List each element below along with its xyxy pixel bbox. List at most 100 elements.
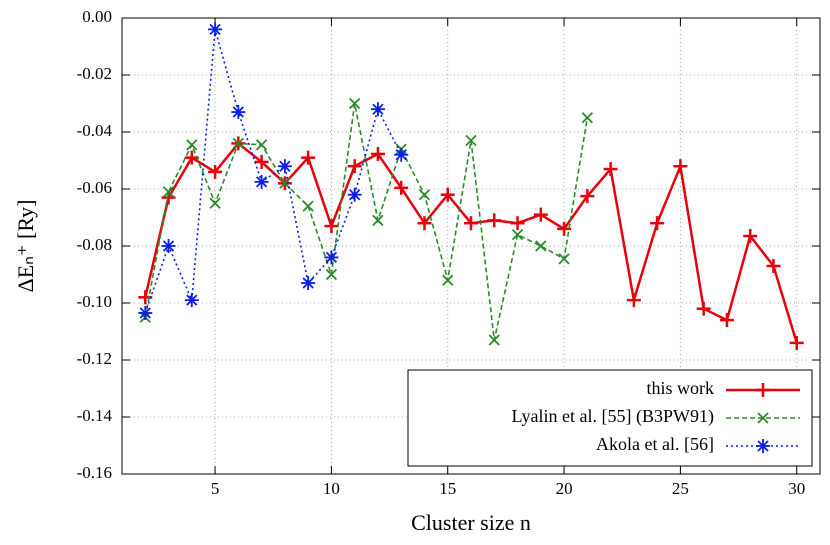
marker-stroke (511, 228, 524, 241)
y-axis-title: ΔEₙ⁺ [Ry] (13, 200, 38, 293)
marker-stroke (581, 112, 593, 124)
marker-stroke (757, 440, 769, 452)
marker (743, 229, 758, 244)
marker (673, 159, 688, 174)
marker (254, 154, 269, 169)
marker-stroke (465, 134, 477, 147)
marker-stroke (325, 251, 338, 264)
marker (302, 200, 314, 212)
marker (488, 334, 500, 346)
marker (370, 146, 385, 161)
marker (254, 174, 269, 189)
marker (603, 162, 618, 177)
marker-stroke (279, 160, 291, 172)
x-tick-label: 10 (323, 479, 340, 498)
marker-stroke (139, 307, 151, 319)
marker-stroke (535, 240, 547, 252)
marker (719, 313, 734, 328)
marker (347, 187, 362, 202)
marker-stroke (349, 189, 361, 201)
marker-stroke (558, 253, 570, 265)
marker-stroke (302, 200, 314, 212)
marker (440, 187, 455, 202)
marker (487, 213, 502, 228)
marker (442, 274, 454, 286)
y-tick-label: -0.12 (77, 349, 112, 368)
marker (511, 228, 524, 241)
x-tick-label: 15 (439, 479, 456, 498)
y-tick-label: 0.00 (82, 7, 112, 26)
marker (347, 159, 362, 174)
y-tick-label: -0.04 (77, 121, 113, 140)
marker (464, 216, 478, 231)
legend-label: this work (647, 378, 715, 398)
marker (558, 253, 570, 265)
marker (789, 335, 804, 350)
marker (349, 97, 361, 110)
marker (184, 293, 199, 308)
marker (162, 186, 175, 198)
marker (325, 268, 338, 281)
marker (208, 164, 223, 179)
x-tick-label: 20 (556, 479, 573, 498)
series-line (144, 141, 798, 344)
legend-label: Akola et al. [56] (596, 434, 714, 454)
marker (756, 383, 770, 397)
marker (580, 189, 595, 204)
marker (138, 305, 153, 320)
marker (650, 216, 665, 231)
marker-stroke (395, 149, 407, 161)
marker-stroke (186, 294, 198, 306)
marker-stroke (162, 240, 175, 252)
marker (757, 412, 769, 424)
marker (161, 239, 176, 253)
marker (626, 293, 641, 308)
marker (557, 221, 572, 236)
marker (208, 22, 223, 37)
y-tick-label: -0.14 (77, 406, 113, 425)
marker-stroke (232, 106, 244, 118)
marker (301, 150, 316, 165)
marker-stroke (255, 176, 268, 188)
marker (696, 301, 711, 316)
marker-stroke (232, 137, 244, 150)
marker-stroke (279, 177, 291, 189)
marker (418, 189, 431, 201)
marker-stroke (442, 274, 454, 286)
marker-stroke (302, 277, 314, 289)
marker (766, 258, 781, 273)
marker-stroke (372, 214, 384, 226)
legend: this work Lyalin et al. [55] (B3PW91) Akol… (407, 369, 813, 467)
marker (372, 214, 384, 226)
marker (279, 177, 291, 189)
y-tick-label: -0.08 (77, 235, 112, 254)
marker (324, 219, 339, 234)
marker (255, 139, 268, 151)
marker (510, 216, 525, 231)
series-line (144, 103, 589, 341)
y-tick-label: -0.06 (77, 178, 112, 197)
marker-stroke (186, 139, 198, 151)
marker (370, 102, 385, 117)
marker (209, 197, 221, 209)
marker-stroke (209, 23, 221, 36)
marker-stroke (372, 103, 384, 115)
y-tick-label: -0.16 (77, 463, 112, 482)
marker-stroke (418, 189, 431, 201)
marker-stroke (325, 268, 338, 281)
marker (581, 112, 593, 124)
marker (535, 240, 547, 252)
marker (324, 250, 339, 265)
marker-stroke (757, 412, 769, 424)
x-tick-label: 25 (672, 479, 689, 498)
marker (394, 180, 409, 195)
marker-stroke (488, 334, 500, 346)
marker-stroke (349, 97, 361, 110)
marker (231, 105, 246, 120)
legend-label: Lyalin et al. [55] (B3PW91) (512, 406, 714, 427)
marker (186, 139, 198, 151)
marker (277, 159, 292, 174)
marker (533, 207, 548, 222)
plot-frame (121, 17, 821, 475)
